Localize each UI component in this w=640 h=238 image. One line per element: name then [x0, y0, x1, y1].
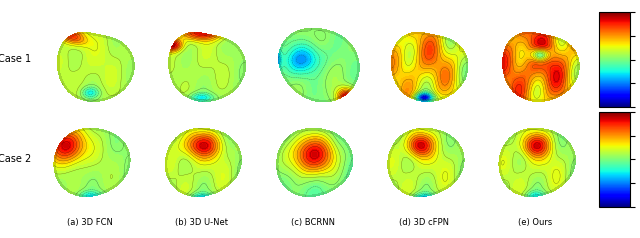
- Text: Case 2: Case 2: [0, 154, 31, 164]
- Text: (e) Ours: (e) Ours: [518, 218, 552, 228]
- Text: (a) 3D FCN: (a) 3D FCN: [67, 218, 113, 228]
- Text: (c) BCRNN: (c) BCRNN: [291, 218, 335, 228]
- Text: (b) 3D U-Net: (b) 3D U-Net: [175, 218, 228, 228]
- Text: (d) 3D cFPN: (d) 3D cFPN: [399, 218, 449, 228]
- Text: Case 1: Case 1: [0, 55, 31, 64]
